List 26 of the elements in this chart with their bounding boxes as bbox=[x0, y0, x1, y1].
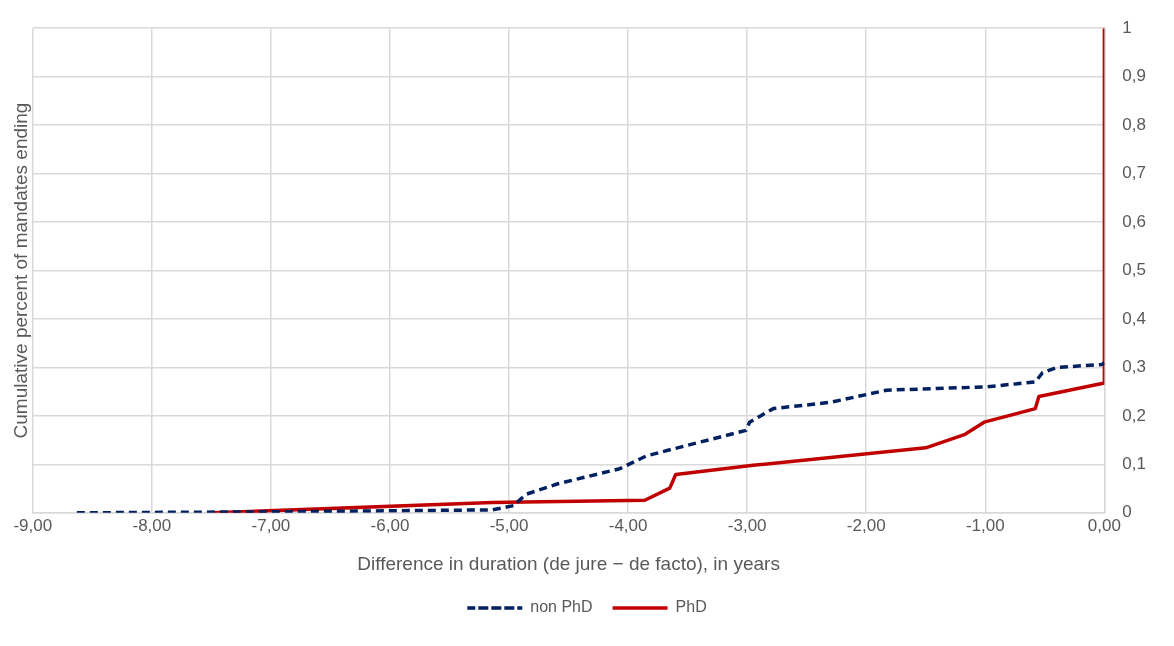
legend-label: non PhD bbox=[530, 598, 593, 616]
y-tick-label: 0,4 bbox=[1122, 308, 1147, 328]
y-tick-label: 0,8 bbox=[1122, 114, 1147, 134]
y-tick-label: 0,2 bbox=[1122, 405, 1147, 425]
x-tick-label: -7,00 bbox=[251, 515, 291, 535]
x-tick-label: -3,00 bbox=[727, 515, 767, 535]
y-tick-label: 1 bbox=[1122, 17, 1132, 37]
x-axis-title: Difference in duration (de jure − de facto), in years bbox=[357, 552, 780, 574]
legend-label: PhD bbox=[675, 598, 707, 616]
x-tick-label: -9,00 bbox=[13, 515, 53, 535]
y-tick-label: 0,3 bbox=[1122, 357, 1147, 377]
x-tick-label: -5,00 bbox=[489, 515, 529, 535]
x-tick-label: -4,00 bbox=[608, 515, 648, 535]
y-tick-label: 0,6 bbox=[1122, 211, 1147, 231]
x-tick-label: -1,00 bbox=[965, 515, 1005, 535]
y-axis-title: Cumulative percent of mandates ending bbox=[9, 102, 31, 439]
line-series bbox=[75, 360, 1105, 513]
x-tick-label: -8,00 bbox=[132, 515, 172, 535]
y-tick-label: 0,7 bbox=[1122, 163, 1147, 183]
x-tick-label: -2,00 bbox=[846, 515, 886, 535]
y-tick-label: 0,5 bbox=[1122, 260, 1147, 280]
x-tick-label: 0,00 bbox=[1087, 515, 1121, 535]
x-tick-label: -6,00 bbox=[370, 515, 410, 535]
y-tick-label: 0 bbox=[1122, 502, 1132, 522]
y-tick-label: 0,1 bbox=[1122, 454, 1147, 474]
y-tick-label: 0,9 bbox=[1122, 66, 1147, 86]
